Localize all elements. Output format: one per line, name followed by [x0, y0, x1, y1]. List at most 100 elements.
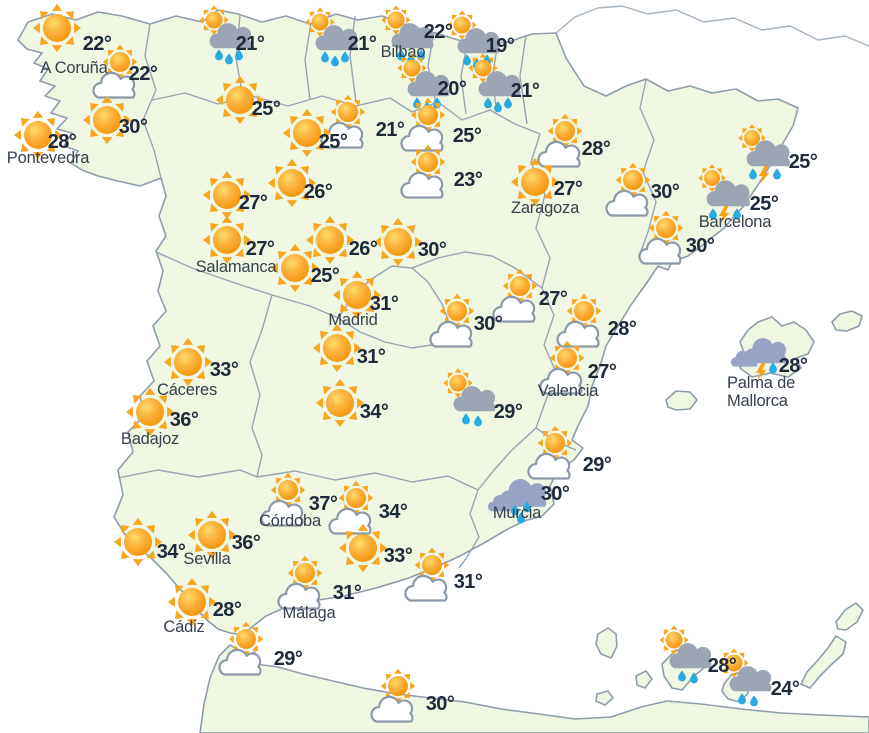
temperature-label: 25° [310, 265, 340, 288]
sun-icon [187, 510, 237, 560]
sun-icon [202, 215, 252, 265]
sun-icon [338, 523, 388, 573]
sun-cloud-icon [556, 293, 602, 348]
temperature-label: 27° [245, 238, 275, 261]
temperature-label: 27° [587, 361, 617, 384]
temperature-label: 28° [707, 655, 737, 678]
temperature-label: 22° [82, 33, 112, 56]
sun-icon [332, 270, 382, 320]
sun-icon [373, 217, 423, 267]
city-label: Murcia [492, 503, 542, 522]
storm-icon [698, 164, 750, 224]
sun-icon [202, 170, 252, 220]
city-label: Bilbao [380, 42, 426, 61]
cloud-storm-icon [730, 338, 787, 381]
temperature-label: 31° [356, 346, 386, 369]
temperature-label: 31° [453, 571, 483, 594]
sun-cloud-icon [492, 268, 538, 323]
city-label: A Coruña [40, 58, 108, 77]
sun-icon [270, 243, 320, 293]
temperature-label: 37° [308, 493, 338, 516]
sun-cloud-icon [370, 668, 416, 723]
city-label: Barcelona [698, 212, 772, 231]
rain-icon [487, 479, 547, 524]
storm-icon [738, 124, 790, 184]
temperature-label: 34° [359, 401, 389, 424]
sun-icon [163, 337, 213, 387]
sun-cloud-icon [400, 97, 446, 152]
france-border [555, 5, 869, 47]
sun-rain-icon [719, 648, 772, 707]
sun-icon [167, 577, 217, 627]
temperature-label: 24° [770, 678, 800, 701]
city-label: Zaragoza [510, 198, 580, 217]
sun-rain-icon [468, 53, 521, 113]
sun-rain-icon [381, 5, 434, 65]
sun-cloud-icon [320, 94, 366, 149]
temperature-label: 34° [378, 501, 408, 524]
temperature-label: 21° [235, 33, 265, 56]
temperature-label: 25° [318, 131, 348, 154]
temperature-label: 28° [778, 355, 808, 378]
temperature-label: 31° [369, 293, 399, 316]
sun-cloud-icon [277, 555, 323, 610]
temperature-label: 29° [582, 454, 612, 477]
sun-icon [282, 108, 332, 158]
city-label: Cáceres [156, 380, 218, 399]
sun-icon [32, 3, 82, 53]
temperature-label: 27° [238, 192, 268, 215]
sun-cloud-icon [605, 162, 651, 217]
city-label: Málaga [282, 603, 336, 622]
temperature-label: 25° [749, 193, 779, 216]
sun-cloud-icon [404, 547, 450, 602]
temperature-label: 29° [493, 401, 523, 424]
temperature-label: 30° [540, 483, 570, 506]
temperature-label: 29° [273, 648, 303, 671]
temperature-label: 23° [453, 169, 483, 192]
sun-cloud-icon [638, 210, 684, 265]
sun-cloud-icon [218, 621, 264, 676]
temperature-label: 34° [156, 541, 186, 564]
city-label: Pontevedra [6, 148, 90, 167]
sun-icon [82, 95, 132, 145]
temperature-label: 27° [538, 288, 568, 311]
city-label: Sevilla [183, 549, 231, 568]
temperature-label: 28° [607, 318, 637, 341]
temperature-label: 33° [209, 359, 239, 382]
sun-icon [267, 158, 317, 208]
temperature-label: 30° [425, 693, 455, 716]
sun-icon [312, 323, 362, 373]
temperature-label: 26° [303, 181, 333, 204]
temperature-label: 22° [423, 21, 453, 44]
sun-icon [113, 517, 163, 567]
temperature-label: 31° [332, 582, 362, 605]
sun-icon [315, 378, 365, 428]
temperature-label: 30° [417, 239, 447, 262]
temperature-label: 22° [128, 63, 158, 86]
sun-cloud-icon [539, 340, 585, 395]
temperature-label: 20° [437, 78, 467, 101]
sun-cloud-icon [92, 44, 138, 99]
temperature-label: 33° [383, 545, 413, 568]
sun-icon [125, 387, 175, 437]
sun-cloud-icon [400, 144, 446, 199]
sun-cloud-icon [429, 293, 475, 348]
sun-rain-icon [199, 5, 252, 65]
sun-rain-icon [659, 625, 712, 684]
city-label: Valencia [537, 381, 599, 400]
city-label: Palma de Mallorca [727, 374, 796, 411]
city-label: Córdoba [259, 511, 321, 530]
sun-icon [13, 110, 63, 160]
sun-icon [305, 215, 355, 265]
sun-rain-icon [305, 7, 358, 67]
sun-icon [510, 157, 560, 207]
temperature-label: 28° [581, 138, 611, 161]
temperature-label: 26° [348, 238, 378, 261]
temperature-label: 30° [685, 235, 715, 258]
temperature-label: 30° [118, 116, 148, 139]
temperature-label: 28° [212, 599, 242, 622]
temperature-label: 28° [47, 131, 77, 154]
sun-cloud-icon [260, 472, 306, 527]
